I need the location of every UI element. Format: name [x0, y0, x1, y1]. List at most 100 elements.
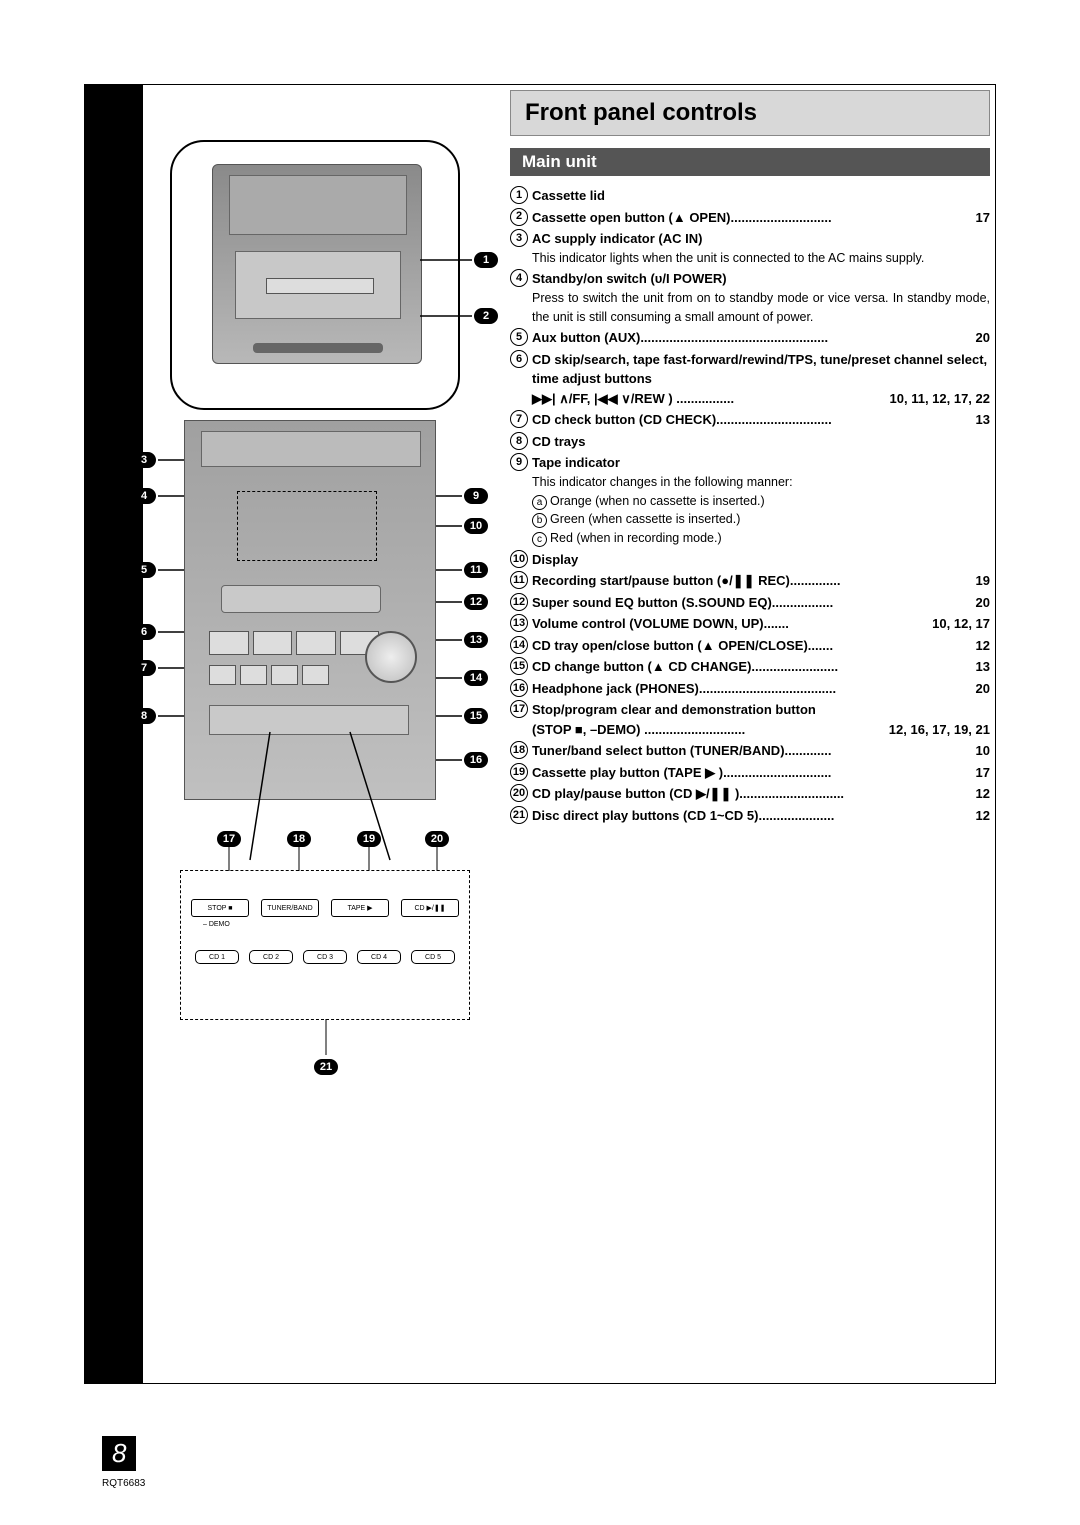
item-text: Super sound EQ button (S.SOUND EQ) .....…	[532, 593, 990, 613]
item-text: Cassette lid	[532, 186, 990, 206]
btn-cd5: CD 5	[411, 950, 455, 964]
item-num: 13	[510, 614, 528, 632]
btn-tape: TAPE ▶	[331, 899, 389, 917]
callout-14: 14	[464, 670, 488, 686]
item-num: 7	[510, 410, 528, 428]
item-13: 13Volume control (VOLUME DOWN, UP) .....…	[510, 614, 990, 634]
btn-cd1: CD 1	[195, 950, 239, 964]
callout-11: 11	[464, 562, 488, 578]
callout-18: 18	[287, 831, 311, 847]
item-num: 3	[510, 229, 528, 247]
doc-code: RQT6683	[102, 1478, 145, 1489]
text-column: Front panel controls Main unit 1Cassette…	[510, 90, 990, 827]
item-num: 18	[510, 741, 528, 759]
item-15: 15CD change button (▲ CD CHANGE) .......…	[510, 657, 990, 677]
sidebar-tab	[84, 220, 104, 266]
title-bar: Front panel controls	[510, 90, 990, 136]
callout-3: 3	[132, 452, 156, 468]
callout-4: 4	[132, 488, 156, 504]
item-1: 1Cassette lid	[510, 186, 990, 206]
item-2: 2Cassette open button (▲ OPEN) .........…	[510, 208, 990, 228]
item-6: 6CD skip/search, tape fast-forward/rewin…	[510, 350, 990, 409]
item-num: 6	[510, 350, 528, 368]
callout-12: 12	[464, 594, 488, 610]
item-5: 5Aux button (AUX) ......................…	[510, 328, 990, 348]
item-text: Display	[532, 550, 990, 570]
item-text: Volume control (VOLUME DOWN, UP) .......…	[532, 614, 990, 634]
item-num: 1	[510, 186, 528, 204]
detail-box: 17 18 19 20 STOP ■ TUNER/BAND TAPE ▶ CD …	[180, 870, 470, 1020]
item-4: 4Standby/on switch (ᴜ/I POWER)Press to s…	[510, 269, 990, 326]
callout-2: 2	[474, 308, 498, 324]
item-14: 14CD tray open/close button (▲ OPEN/CLOS…	[510, 636, 990, 656]
callout-15: 15	[464, 708, 488, 724]
callout-21: 21	[314, 1059, 338, 1075]
item-num: 8	[510, 432, 528, 450]
item-num: 16	[510, 679, 528, 697]
detail-demo: – DEMO	[203, 921, 459, 928]
callout-17: 17	[217, 831, 241, 847]
item-11: 11Recording start/pause button (●/❚❚ REC…	[510, 571, 990, 591]
item-num: 10	[510, 550, 528, 568]
callout-9: 9	[464, 488, 488, 504]
item-text: Tuner/band select button (TUNER/BAND) ..…	[532, 741, 990, 761]
btn-tuner: TUNER/BAND	[261, 899, 319, 917]
detail-bottom-line	[181, 1019, 471, 1055]
item-list: 1Cassette lid2Cassette open button (▲ OP…	[510, 186, 990, 825]
item-text: Aux button (AUX) .......................…	[532, 328, 990, 348]
callout-10: 10	[464, 518, 488, 534]
item-num: 17	[510, 700, 528, 718]
btn-cd3: CD 3	[303, 950, 347, 964]
item-text: AC supply indicator (AC IN)This indicato…	[532, 229, 990, 267]
item-10: 10Display	[510, 550, 990, 570]
item-7: 7CD check button (CD CHECK) ............…	[510, 410, 990, 430]
item-3: 3AC supply indicator (AC IN)This indicat…	[510, 229, 990, 267]
callout-6: 6	[132, 624, 156, 640]
btn-cd2: CD 2	[249, 950, 293, 964]
detail-row1: STOP ■ TUNER/BAND TAPE ▶ CD ▶/❚❚	[191, 899, 459, 917]
item-num: 11	[510, 571, 528, 589]
subtitle-bar: Main unit	[510, 148, 990, 176]
item-20: 20CD play/pause button (CD ▶/❚❚ ) ......…	[510, 784, 990, 804]
item-text: Cassette open button (▲ OPEN) ..........…	[532, 208, 990, 228]
item-16: 16Headphone jack (PHONES) ..............…	[510, 679, 990, 699]
item-text: Disc direct play buttons (CD 1~CD 5) ...…	[532, 806, 990, 826]
item-21: 21Disc direct play buttons (CD 1~CD 5) .…	[510, 806, 990, 826]
item-18: 18Tuner/band select button (TUNER/BAND) …	[510, 741, 990, 761]
item-num: 5	[510, 328, 528, 346]
item-num: 19	[510, 763, 528, 781]
item-text: CD trays	[532, 432, 990, 452]
item-text: Standby/on switch (ᴜ/I POWER)Press to sw…	[532, 269, 990, 326]
callout-19: 19	[357, 831, 381, 847]
sidebar-black	[85, 85, 143, 1383]
item-num: 9	[510, 453, 528, 471]
item-num: 12	[510, 593, 528, 611]
item-19: 19Cassette play button (TAPE ▶ ) .......…	[510, 763, 990, 783]
item-text: CD change button (▲ CD CHANGE) .........…	[532, 657, 990, 677]
callout-20: 20	[425, 831, 449, 847]
item-text: Cassette play button (TAPE ▶ ) .........…	[532, 763, 990, 783]
callout-7: 7	[132, 660, 156, 676]
page-number: 8	[102, 1436, 136, 1471]
item-text: CD skip/search, tape fast-forward/rewind…	[532, 350, 990, 409]
item-text: CD check button (CD CHECK) .............…	[532, 410, 990, 430]
cassette-bubble: 1 2	[170, 140, 460, 410]
btn-cd: CD ▶/❚❚	[401, 899, 459, 917]
cassette-callouts	[172, 142, 458, 408]
diagram-column: 1 2	[150, 140, 500, 1020]
callout-13: 13	[464, 632, 488, 648]
item-num: 15	[510, 657, 528, 675]
detail-row2: CD 1 CD 2 CD 3 CD 4 CD 5	[191, 950, 459, 964]
item-num: 21	[510, 806, 528, 824]
item-text: Recording start/pause button (●/❚❚ REC) …	[532, 571, 990, 591]
item-text: Headphone jack (PHONES) ................…	[532, 679, 990, 699]
callout-5: 5	[132, 562, 156, 578]
item-8: 8CD trays	[510, 432, 990, 452]
item-num: 4	[510, 269, 528, 287]
btn-cd4: CD 4	[357, 950, 401, 964]
item-text: Tape indicatorThis indicator changes in …	[532, 453, 990, 548]
callout-1: 1	[474, 252, 498, 268]
item-num: 20	[510, 784, 528, 802]
item-text: CD play/pause button (CD ▶/❚❚ ) ........…	[532, 784, 990, 804]
item-text: Stop/program clear and demonstration but…	[532, 700, 990, 739]
